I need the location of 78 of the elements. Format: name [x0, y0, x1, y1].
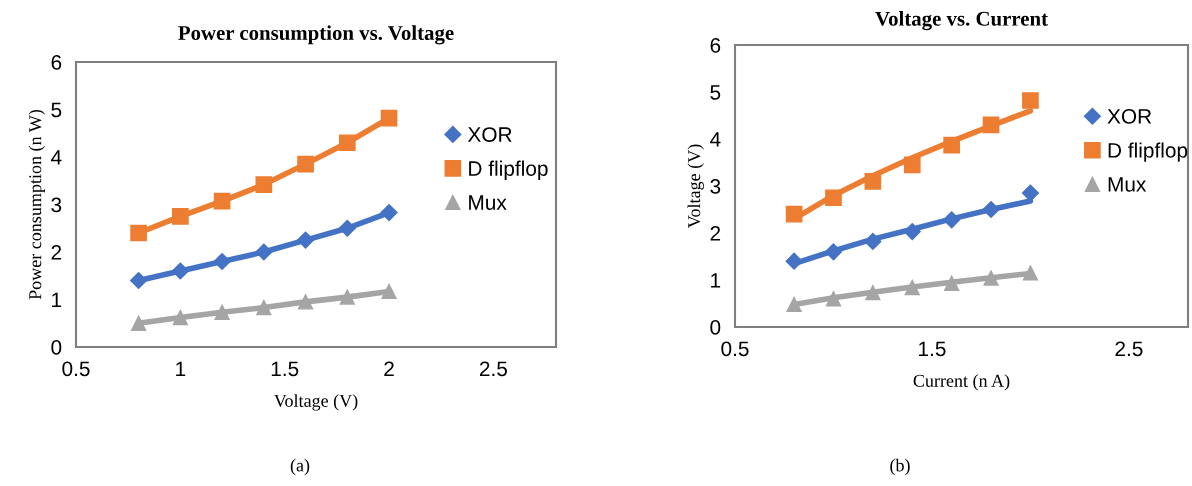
y-tick-label: 4: [710, 132, 721, 147]
x-tick-label: 2.5: [479, 361, 507, 377]
x-axis-title: Voltage (V): [274, 394, 358, 411]
x-tick-label: 1.5: [271, 361, 299, 377]
point: [903, 223, 921, 241]
point: [255, 243, 273, 261]
point: [256, 299, 272, 316]
point: [825, 291, 842, 307]
point: [381, 283, 397, 300]
point: [338, 134, 356, 152]
legend-label: Mux: [1108, 177, 1147, 192]
point: [213, 192, 231, 210]
legend-label: XOR: [467, 127, 512, 142]
point: [864, 232, 882, 251]
legend-label: D flipflop: [1108, 142, 1188, 162]
y-tick-label: 3: [710, 179, 721, 194]
y-axis-title: Power consumption (n W): [28, 109, 45, 300]
point: [982, 200, 1000, 219]
point: [171, 262, 189, 280]
legend-label: XOR: [1107, 109, 1152, 124]
y-tick-label: 5: [51, 102, 62, 118]
x-tick-label: 2: [384, 361, 394, 376]
x-tick-label: 0.5: [721, 341, 749, 357]
point: [255, 176, 273, 193]
y-tick-label: 1: [52, 292, 62, 308]
point: [1021, 184, 1039, 202]
y-tick-label: 0: [710, 320, 721, 335]
y-tick-label: 1: [711, 273, 721, 288]
point: [943, 136, 960, 154]
x-tick-label: 1: [176, 361, 186, 376]
point: [865, 285, 881, 301]
legend-label: Mux: [469, 195, 507, 210]
point: [214, 304, 230, 320]
y-tick-label: 0: [51, 340, 62, 355]
point: [338, 219, 356, 237]
y-tick-label: 2: [710, 226, 721, 241]
y-tick-label: 4: [51, 150, 62, 165]
point: [1022, 92, 1039, 109]
y-axis-title: Voltage (V): [687, 144, 704, 228]
point: [172, 208, 189, 225]
point: [297, 294, 314, 310]
point: [213, 252, 231, 271]
point: [825, 189, 842, 207]
point: [380, 109, 398, 127]
point: [943, 211, 961, 229]
legend-label: D flipflop: [469, 160, 548, 181]
point: [982, 116, 1000, 134]
point: [297, 231, 315, 249]
y-tick-label: 6: [51, 55, 62, 70]
point: [172, 309, 188, 326]
point: [297, 155, 314, 173]
point: [786, 296, 802, 313]
x-tick-label: 1.5: [919, 341, 946, 357]
point: [1022, 265, 1039, 281]
chart-title: Voltage vs. Current: [875, 11, 1048, 31]
text: (a): [290, 458, 310, 476]
point: [785, 252, 803, 270]
text: (b): [890, 458, 910, 476]
x-tick-label: 2.5: [1115, 341, 1143, 357]
point: [864, 172, 882, 190]
point: [380, 204, 398, 222]
point: [339, 289, 355, 305]
point: [130, 271, 148, 290]
point: [944, 275, 960, 291]
point: [983, 270, 999, 286]
point: [904, 279, 920, 296]
x-tick-label: 0.5: [62, 361, 90, 377]
point: [785, 205, 803, 223]
point: [130, 315, 147, 331]
y-tick-label: 2: [51, 245, 62, 260]
point: [130, 224, 147, 242]
chart-title: Power consumption vs. Voltage: [178, 25, 454, 45]
point: [903, 156, 921, 174]
x-axis-title: Current (n A): [913, 374, 1010, 391]
y-tick-label: 6: [710, 38, 721, 53]
y-tick-label: 5: [710, 85, 721, 100]
point: [824, 243, 843, 261]
y-tick-label: 3: [51, 197, 62, 213]
